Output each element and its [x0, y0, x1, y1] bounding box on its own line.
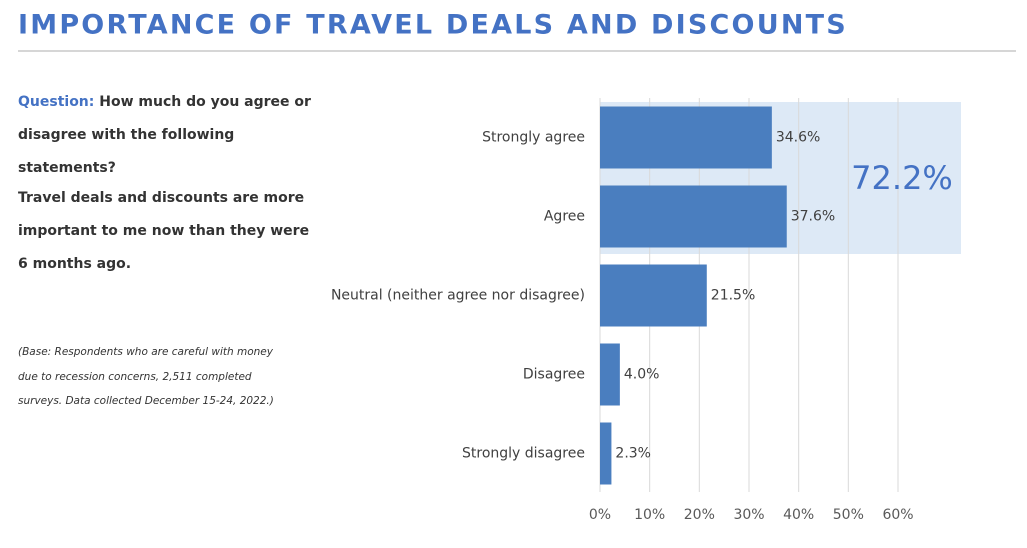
chart-title: IMPORTANCE OF TRAVEL DEALS AND DISCOUNTS — [18, 10, 848, 41]
bar — [600, 422, 612, 485]
bar — [600, 343, 620, 406]
y-tick-label: Strongly disagree — [462, 446, 585, 462]
y-tick-label: Agree — [544, 209, 585, 225]
y-tick-label: Disagree — [523, 367, 585, 383]
value-label: 4.0% — [624, 367, 660, 383]
value-label: 37.6% — [791, 209, 835, 225]
y-tick-label: Neutral (neither agree nor disagree) — [331, 288, 585, 304]
question-label: Question: — [18, 94, 95, 110]
bar — [600, 185, 787, 248]
value-label: 2.3% — [615, 446, 651, 462]
x-tick-label: 60% — [882, 507, 913, 523]
x-tick-label: 20% — [684, 507, 715, 523]
base-note: (Base: Respondents who are careful with … — [18, 346, 274, 407]
question-text: How much do you agree or disagree with t… — [18, 94, 311, 176]
value-label: 34.6% — [776, 130, 820, 146]
highlight-total: 72.2% — [851, 159, 953, 197]
bar — [600, 264, 707, 327]
x-tick-label: 30% — [733, 507, 764, 523]
x-tick-label: 50% — [833, 507, 864, 523]
value-label: 21.5% — [711, 288, 755, 304]
statement: Travel deals and discounts are more impo… — [18, 190, 310, 272]
bar — [600, 106, 772, 169]
x-tick-label: 0% — [589, 507, 611, 523]
y-tick-label: Strongly agree — [482, 130, 585, 146]
question: Question: How much do you agree or disag… — [18, 86, 328, 185]
x-tick-label: 10% — [634, 507, 665, 523]
x-tick-label: 40% — [783, 507, 814, 523]
